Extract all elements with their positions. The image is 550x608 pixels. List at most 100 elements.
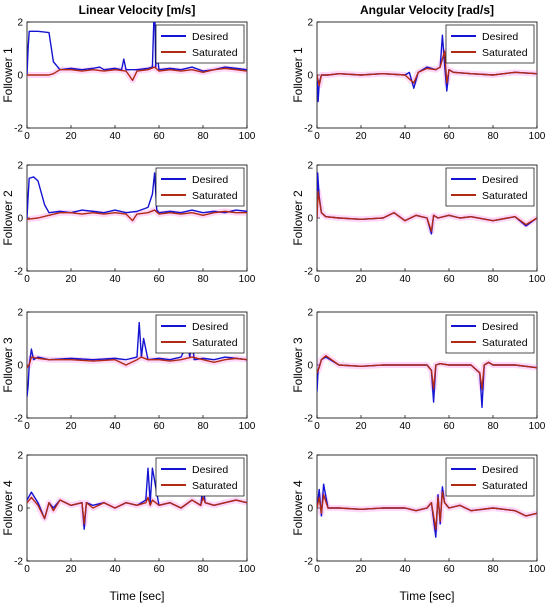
y-tick-label: 0 [17,214,23,225]
x-tick-label: 40 [399,131,411,142]
x-tick-label: 20 [355,564,367,575]
series-line-saturated [317,190,537,232]
x-tick-label: 0 [24,274,30,285]
x-tick-label: 60 [443,131,455,142]
legend-label: Desired [192,464,228,476]
series-group [317,172,537,235]
x-tick-label: 20 [355,421,367,432]
x-tick-label: 20 [65,131,77,142]
series-group [317,483,537,538]
x-tick-label: 40 [109,274,121,285]
series-line-desired [27,172,247,219]
series-group [317,352,537,409]
legend-label: Saturated [192,47,238,59]
y-axis-label: Follower 3 [1,337,15,393]
y-tick-label: -2 [304,414,313,425]
y-tick-label: 0 [307,504,313,515]
y-tick-label: 0 [307,361,313,372]
y-tick-label: -2 [304,267,313,278]
y-tick-label: -2 [14,124,23,135]
x-tick-label: 100 [239,564,256,575]
legend-label: Desired [482,174,518,186]
x-tick-label: 60 [153,131,165,142]
subplot-2-angular: Follower 20 20 40 60 80 100-202DesiredSaturat… [291,161,546,286]
x-tick-label: 80 [197,274,209,285]
y-tick-label: -2 [14,414,23,425]
series-line-saturated [317,50,537,87]
x-tick-label: 60 [443,421,455,432]
x-tick-label: 40 [399,274,411,285]
legend: Desired Saturated [155,24,245,64]
y-axis-label: Follower 1 [291,47,305,103]
y-tick-label: -2 [14,267,23,278]
x-tick-label: 80 [197,564,209,575]
x-tick-label: 100 [239,421,256,432]
subplot-4-angular: Follower 40 20 40 60 80 100-202DesiredSaturat… [291,451,546,576]
legend-label: Desired [482,31,518,43]
legend: Desired Saturated [445,24,535,64]
x-tick-label: 40 [399,564,411,575]
series-line-saturated [27,356,247,369]
x-tick-label: 80 [487,564,499,575]
subplot-grid: Follower 10 20 40 60 80 100-202DesiredSaturat… [1,18,546,576]
x-tick-label: 0 [24,421,30,432]
y-tick-label: 2 [17,308,23,319]
y-tick-label: 2 [307,161,313,172]
legend-box [155,457,245,497]
legend-label: Desired [192,174,228,186]
legend-label: Saturated [192,337,238,349]
x-tick-label: 40 [109,421,121,432]
x-tick-label: 20 [65,421,77,432]
x-tick-label: 100 [529,274,546,285]
x-tick-label: 0 [314,274,320,285]
legend-label: Desired [482,464,518,476]
x-tick-label: 40 [109,131,121,142]
x-tick-label: 0 [314,131,320,142]
series-line-saturated [317,355,537,390]
series-line-desired [27,22,247,76]
col-title-angular: Angular Velocity [rad/s] [360,3,494,17]
y-axis-label: Follower 1 [1,47,15,103]
y-tick-label: 2 [307,451,313,462]
subplot-3-angular: Follower 30 20 40 60 80 100-202DesiredSaturat… [291,308,546,433]
y-tick-label: 0 [307,214,313,225]
x-tick-label: 20 [65,274,77,285]
y-tick-label: 2 [307,18,313,29]
series-line-saturated [27,209,247,222]
x-tick-label: 0 [24,131,30,142]
x-tick-label: 60 [153,564,165,575]
x-tick-label: 80 [197,131,209,142]
series-line-saturated [27,496,247,525]
y-tick-label: 0 [307,71,313,82]
x-tick-label: 0 [24,564,30,575]
legend-box [445,314,535,354]
x-tick-label: 20 [355,274,367,285]
x-tick-label: 80 [487,131,499,142]
series-group [27,321,247,397]
legend-box [445,457,535,497]
y-axis-label: Follower 4 [1,480,15,536]
x-tick-label: 0 [314,421,320,432]
x-tick-label: 40 [399,421,411,432]
legend-label: Saturated [482,47,528,59]
y-axis-label: Follower 2 [291,190,305,246]
x-tick-label: 0 [314,564,320,575]
x-tick-label: 80 [487,421,499,432]
x-tick-label: 60 [443,564,455,575]
y-tick-label: 0 [17,504,23,515]
y-tick-label: 2 [17,161,23,172]
legend-box [445,24,535,64]
legend-box [445,167,535,207]
y-tick-label: -2 [304,557,313,568]
y-axis-label: Follower 2 [1,190,15,246]
legend: Desired Saturated [445,167,535,207]
x-axis-label-right: Time [sec] [400,589,455,603]
y-tick-label: 0 [17,71,23,82]
x-tick-label: 20 [355,131,367,142]
legend-box [155,24,245,64]
legend: Desired Saturated [155,314,245,354]
series-line-saturated [317,491,537,530]
legend-box [155,314,245,354]
series-group [27,172,247,224]
